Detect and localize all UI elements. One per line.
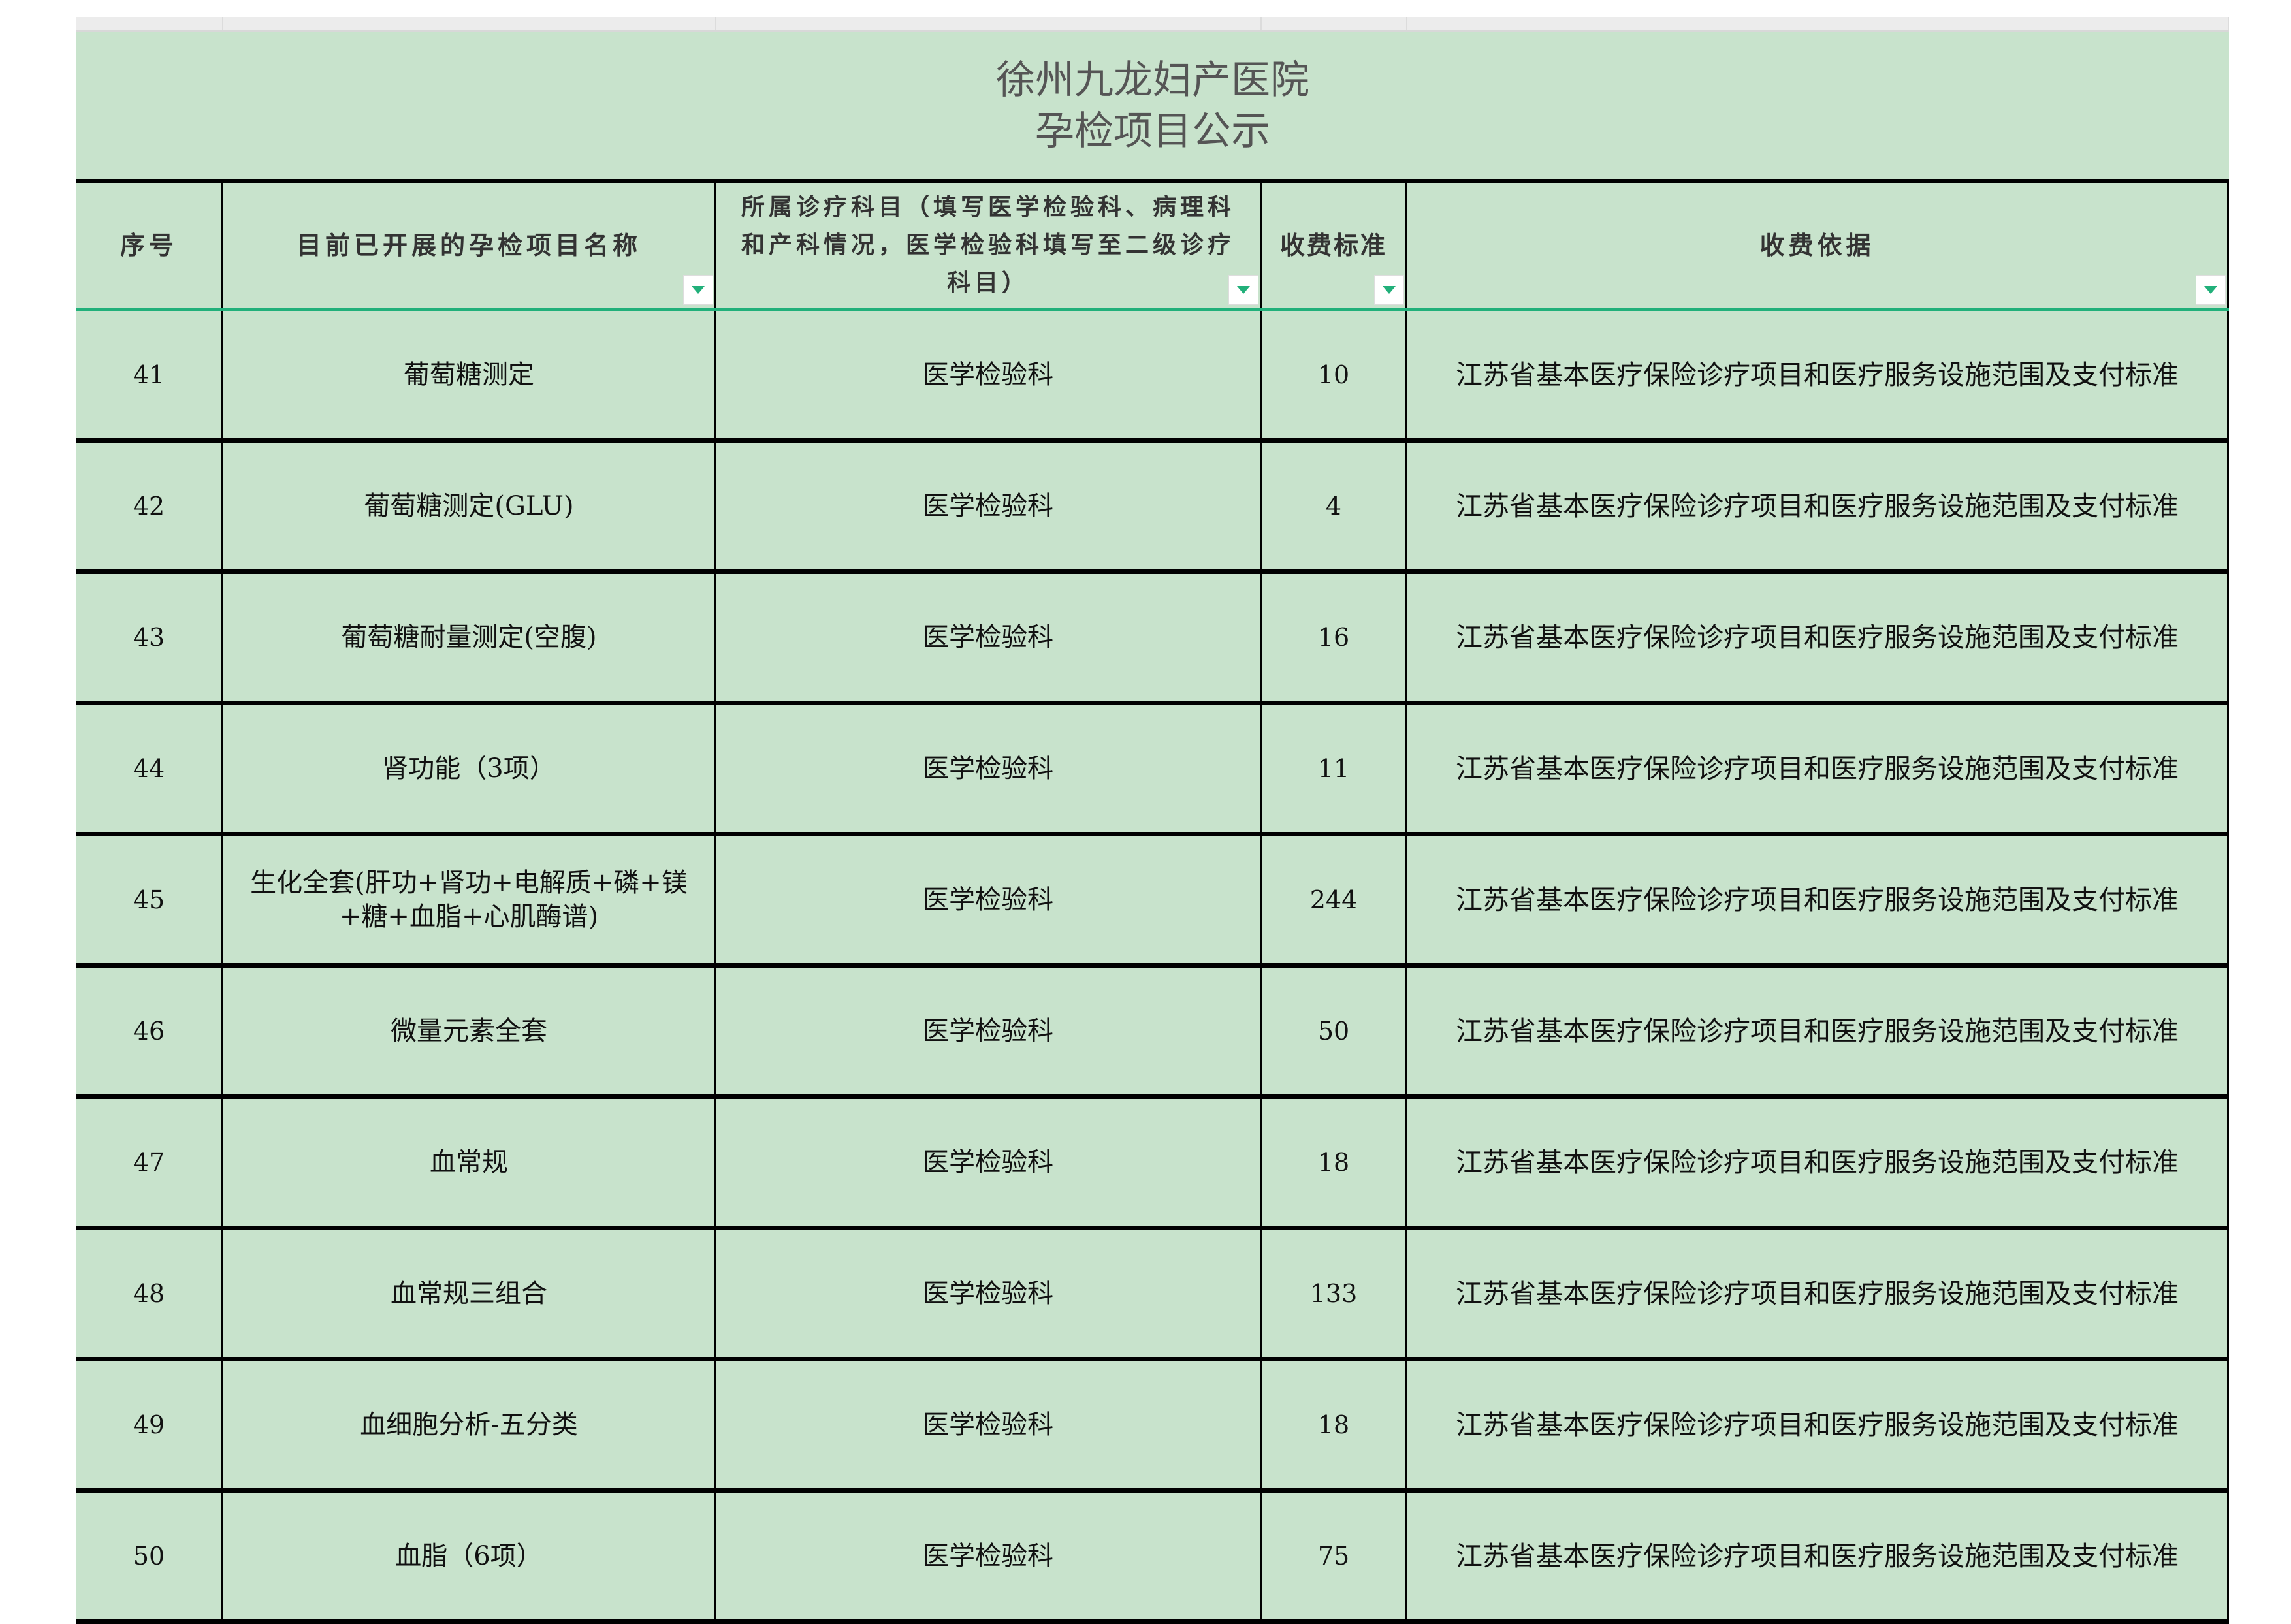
cell-fee-basis[interactable]: 江苏省基本医疗保险诊疗项目和医疗服务设施范围及支付标准 xyxy=(1407,1493,2229,1624)
cell-department[interactable]: 医学检验科 xyxy=(716,836,1262,968)
header-no: 序号 xyxy=(76,183,223,308)
header-label: 所属诊疗科目（填写医学检验科、病理科和产科情况，医学检验科填写至二级诊疗科目） xyxy=(741,194,1235,296)
dropdown-filter-icon[interactable] xyxy=(2196,275,2226,305)
cell-fee[interactable]: 4 xyxy=(1262,443,1407,574)
header-fee: 收费标准 xyxy=(1262,183,1407,308)
cell-item-name[interactable]: 血细胞分析-五分类 xyxy=(223,1361,716,1493)
sheet-title: 徐州九龙妇产医院 孕检项目公示 xyxy=(76,32,2229,183)
cell-item-name[interactable]: 血常规三组合 xyxy=(223,1230,716,1361)
cell-row-number[interactable]: 45 xyxy=(76,836,223,968)
cell-fee[interactable]: 11 xyxy=(1262,705,1407,836)
dropdown-filter-icon[interactable] xyxy=(1228,275,1258,305)
cell-department[interactable]: 医学检验科 xyxy=(716,1493,1262,1624)
cell-fee-basis[interactable]: 江苏省基本医疗保险诊疗项目和医疗服务设施范围及支付标准 xyxy=(1407,1099,2229,1230)
dropdown-filter-icon[interactable] xyxy=(1374,275,1404,305)
cell-fee[interactable]: 75 xyxy=(1262,1493,1407,1624)
header-name: 目前已开展的孕检项目名称 xyxy=(223,183,716,308)
header-divider xyxy=(76,308,2229,311)
cell-item-name[interactable]: 血脂（6项） xyxy=(223,1493,716,1624)
cell-row-number[interactable]: 46 xyxy=(76,968,223,1099)
cell-fee-basis[interactable]: 江苏省基本医疗保险诊疗项目和医疗服务设施范围及支付标准 xyxy=(1407,1230,2229,1361)
cell-item-name[interactable]: 葡萄糖耐量测定(空腹) xyxy=(223,574,716,705)
cell-department[interactable]: 医学检验科 xyxy=(716,968,1262,1099)
cell-item-name[interactable]: 血常规 xyxy=(223,1099,716,1230)
cell-fee-basis[interactable]: 江苏省基本医疗保险诊疗项目和医疗服务设施范围及支付标准 xyxy=(1407,1361,2229,1493)
cell-fee[interactable]: 18 xyxy=(1262,1099,1407,1230)
cell-department[interactable]: 医学检验科 xyxy=(716,443,1262,574)
cell-row-number[interactable]: 43 xyxy=(76,574,223,705)
cell-department[interactable]: 医学检验科 xyxy=(716,705,1262,836)
cell-fee-basis[interactable]: 江苏省基本医疗保险诊疗项目和医疗服务设施范围及支付标准 xyxy=(1407,705,2229,836)
cell-fee[interactable]: 50 xyxy=(1262,968,1407,1099)
cell-row-number[interactable]: 42 xyxy=(76,443,223,574)
title-hospital: 徐州九龙妇产医院 xyxy=(996,57,1309,103)
cell-row-number[interactable]: 48 xyxy=(76,1230,223,1361)
cell-department[interactable]: 医学检验科 xyxy=(716,1361,1262,1493)
cell-row-number[interactable]: 41 xyxy=(76,311,223,443)
cell-fee-basis[interactable]: 江苏省基本医疗保险诊疗项目和医疗服务设施范围及支付标准 xyxy=(1407,311,2229,443)
cell-department[interactable]: 医学检验科 xyxy=(716,311,1262,443)
cell-fee-basis[interactable]: 江苏省基本医疗保险诊疗项目和医疗服务设施范围及支付标准 xyxy=(1407,968,2229,1099)
cell-item-name[interactable]: 生化全套(肝功+肾功+电解质+磷+镁+糖+血脂+心肌酶谱) xyxy=(223,836,716,968)
header-label: 收费依据 xyxy=(1759,231,1875,260)
cell-fee[interactable]: 10 xyxy=(1262,311,1407,443)
cell-department[interactable]: 医学检验科 xyxy=(716,1099,1262,1230)
cell-row-number[interactable]: 50 xyxy=(76,1493,223,1624)
header-label: 收费标准 xyxy=(1279,231,1387,260)
cell-row-number[interactable]: 44 xyxy=(76,705,223,836)
spreadsheet: 徐州九龙妇产医院 孕检项目公示 序号 目前已开展的孕检项目名称 所属诊疗科目（填… xyxy=(76,17,2229,1624)
header-basis: 收费依据 xyxy=(1407,183,2229,308)
header-label: 目前已开展的孕检项目名称 xyxy=(296,231,641,260)
header-label: 序号 xyxy=(120,231,178,260)
cell-department[interactable]: 医学检验科 xyxy=(716,574,1262,705)
cell-item-name[interactable]: 微量元素全套 xyxy=(223,968,716,1099)
cell-item-name[interactable]: 葡萄糖测定(GLU) xyxy=(223,443,716,574)
cell-fee[interactable]: 133 xyxy=(1262,1230,1407,1361)
cell-row-number[interactable]: 49 xyxy=(76,1361,223,1493)
cell-row-number[interactable]: 47 xyxy=(76,1099,223,1230)
cell-department[interactable]: 医学检验科 xyxy=(716,1230,1262,1361)
title-subject: 孕检项目公示 xyxy=(1035,108,1270,154)
cell-fee[interactable]: 244 xyxy=(1262,836,1407,968)
cell-fee-basis[interactable]: 江苏省基本医疗保险诊疗项目和医疗服务设施范围及支付标准 xyxy=(1407,836,2229,968)
cell-item-name[interactable]: 葡萄糖测定 xyxy=(223,311,716,443)
column-header-strip xyxy=(76,17,2229,32)
cell-fee[interactable]: 18 xyxy=(1262,1361,1407,1493)
cell-fee[interactable]: 16 xyxy=(1262,574,1407,705)
cell-fee-basis[interactable]: 江苏省基本医疗保险诊疗项目和医疗服务设施范围及支付标准 xyxy=(1407,443,2229,574)
cell-item-name[interactable]: 肾功能（3项） xyxy=(223,705,716,836)
header-dept: 所属诊疗科目（填写医学检验科、病理科和产科情况，医学检验科填写至二级诊疗科目） xyxy=(716,183,1262,308)
dropdown-filter-icon[interactable] xyxy=(683,275,713,305)
data-table: 序号 目前已开展的孕检项目名称 所属诊疗科目（填写医学检验科、病理科和产科情况，… xyxy=(76,183,2229,1624)
cell-fee-basis[interactable]: 江苏省基本医疗保险诊疗项目和医疗服务设施范围及支付标准 xyxy=(1407,574,2229,705)
